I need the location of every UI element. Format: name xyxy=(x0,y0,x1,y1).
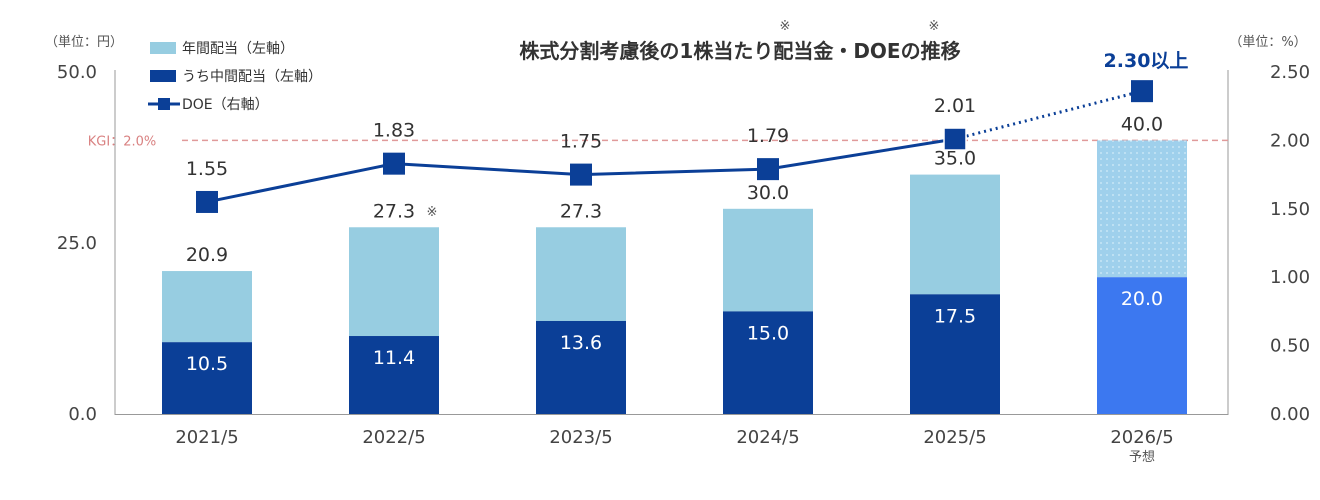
bar-label-annual: 27.3 xyxy=(373,200,415,222)
x-tick-label: 2025/5 xyxy=(923,427,986,448)
doe-point xyxy=(383,152,405,175)
note-2022: ※ xyxy=(427,205,438,220)
left-axis-ticks: 0.0 25.0 50.0 xyxy=(57,62,97,425)
legend-swatch-annual xyxy=(150,42,176,54)
bar-label-annual: 20.9 xyxy=(186,244,228,266)
bar-label-annual: 30.0 xyxy=(747,182,789,204)
bar-interim xyxy=(910,294,1000,414)
right-tick-label: 0.50 xyxy=(1270,336,1310,357)
bar-label-interim: 20.0 xyxy=(1121,288,1163,310)
bar-label-annual: 27.3 xyxy=(560,200,602,222)
right-tick-label: 2.50 xyxy=(1270,62,1310,83)
doe-line-forecast xyxy=(954,89,1143,141)
x-tick-label: 2024/5 xyxy=(736,427,799,448)
title-mark-2: ※ xyxy=(929,19,940,34)
bar-label-interim: 13.6 xyxy=(560,332,602,354)
x-tick-label: 2023/5 xyxy=(549,427,612,448)
doe-point xyxy=(570,163,592,186)
right-axis-unit: （単位：%） xyxy=(1229,34,1306,50)
legend-label-doe: DOE（右軸） xyxy=(182,97,269,113)
doe-point xyxy=(196,190,218,213)
bar-label-interim: 10.5 xyxy=(186,353,228,375)
bar-annual xyxy=(162,271,252,343)
x-axis-labels: 2021/5 2022/5 2023/5 2024/5 2025/5 2026/5 xyxy=(175,427,1173,448)
x-tick-label: 2022/5 xyxy=(362,427,425,448)
left-tick-label: 0.0 xyxy=(68,404,97,425)
title-mark-1: ※ xyxy=(780,19,791,34)
doe-label: 1.79 xyxy=(747,125,789,147)
bar-annual xyxy=(1097,140,1187,278)
doe-point xyxy=(943,127,967,151)
bar-interim xyxy=(349,336,439,414)
doe-label: 2.01 xyxy=(934,95,976,117)
bar-label-interim: 15.0 xyxy=(747,322,789,344)
bar-interim xyxy=(162,342,252,414)
bar-label-annual: 35.0 xyxy=(934,148,976,170)
legend-label-annual: 年間配当（左軸） xyxy=(182,41,294,57)
bar-interim xyxy=(723,311,813,414)
right-tick-label: 2.00 xyxy=(1270,130,1310,151)
bar-interim xyxy=(536,320,626,414)
right-tick-label: 0.00 xyxy=(1270,404,1310,425)
x-tick-label: 2021/5 xyxy=(175,427,238,448)
bar-annual xyxy=(910,174,1000,295)
bar-label-interim: 17.5 xyxy=(934,305,976,327)
right-tick-label: 1.50 xyxy=(1270,199,1310,220)
left-tick-label: 50.0 xyxy=(57,62,97,83)
doe-label: 2.30以上 xyxy=(1104,50,1189,72)
bar-annual xyxy=(536,227,626,321)
bar-annual xyxy=(723,208,813,312)
right-tick-label: 1.00 xyxy=(1270,267,1310,288)
legend-label-interim: うち中間配当（左軸） xyxy=(182,69,322,85)
bar-label-interim: 11.4 xyxy=(373,347,415,369)
doe-label: 1.75 xyxy=(560,131,602,153)
bar-interim xyxy=(1097,277,1187,414)
right-axis-ticks: 0.00 0.50 1.00 1.50 2.00 2.50 xyxy=(1270,62,1310,425)
left-tick-label: 25.0 xyxy=(57,233,97,254)
legend-marker-doe xyxy=(158,98,170,110)
bar-annual xyxy=(349,227,439,337)
left-axis-unit: （単位：円） xyxy=(45,34,123,50)
chart-title: 株式分割考慮後の1株当たり配当金・DOEの推移 xyxy=(519,39,960,63)
doe-label: 1.83 xyxy=(373,120,415,142)
forecast-note: 予想 xyxy=(1129,449,1155,465)
doe-point xyxy=(757,158,779,181)
doe-point xyxy=(1131,80,1153,103)
kgi-label: KGI：2.0% xyxy=(88,134,156,149)
doe-label: 1.55 xyxy=(186,158,228,180)
bar-label-annual: 40.0 xyxy=(1121,113,1163,135)
bars: 20.9 10.5 27.3 11.4 27.3 13.6 30.0 15.0 35.0 17.5… xyxy=(162,113,1187,414)
doe-series: 1.55 1.83 1.75 1.79 2.01 2.30以上 xyxy=(186,50,1189,213)
legend-swatch-interim xyxy=(150,70,176,82)
legend: 年間配当（左軸） うち中間配当（左軸） DOE（右軸） xyxy=(148,41,322,113)
x-tick-label: 2026/5 xyxy=(1110,427,1173,448)
